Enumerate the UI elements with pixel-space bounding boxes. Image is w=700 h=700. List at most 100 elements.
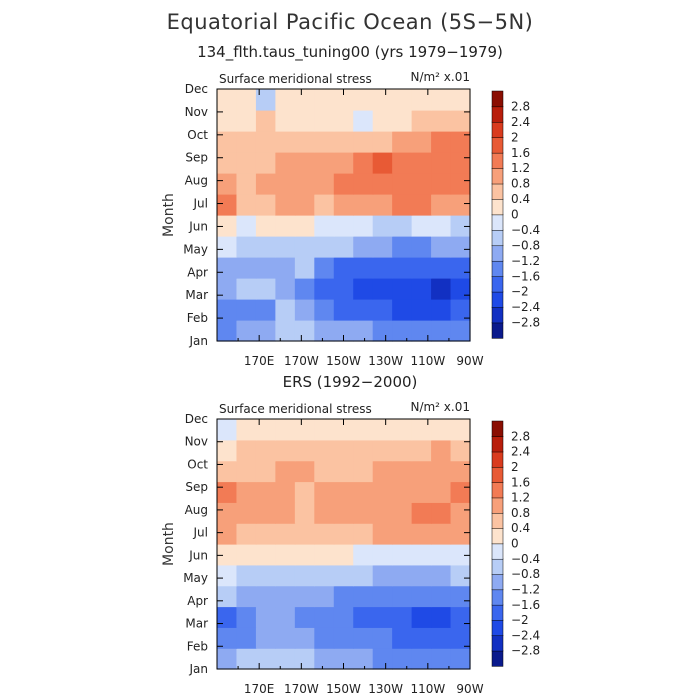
heatmap-cell [372, 110, 393, 132]
x-tick-label: 110W [410, 682, 445, 696]
heatmap-cell [255, 110, 276, 132]
heatmap-cell [217, 194, 238, 216]
heatmap-cell [217, 544, 238, 566]
heatmap-cell [372, 523, 393, 545]
heatmap-cell [333, 523, 354, 545]
heatmap-cell [275, 173, 296, 195]
heatmap-cell [275, 648, 296, 670]
heatmap-cell [392, 257, 413, 279]
heatmap-cell [372, 320, 393, 342]
heatmap-cell [392, 648, 413, 670]
heatmap-cell [275, 564, 296, 587]
heatmap-cell [353, 299, 374, 321]
heatmap-cell [392, 152, 413, 174]
heatmap-cell [294, 460, 315, 483]
heatmap-cell [255, 627, 276, 649]
heatmap-cell [217, 648, 238, 670]
y-tick-label: Feb [187, 639, 208, 653]
heatmap-cell [255, 419, 276, 441]
heatmap-cell [353, 648, 374, 670]
colorbar-label: 2 [511, 130, 519, 144]
heatmap-cell [236, 110, 257, 132]
heatmap-cell [372, 460, 393, 483]
heatmap-cell [431, 257, 452, 279]
colorbar-swatch [491, 306, 504, 324]
heatmap-cell [217, 236, 238, 258]
heatmap-cell [411, 131, 432, 153]
colorbar-label: 0.8 [511, 177, 530, 191]
heatmap-cell [236, 89, 257, 111]
heatmap-cell [450, 627, 471, 649]
heatmap-cell [372, 585, 393, 608]
y-tick-label: Jul [193, 526, 208, 540]
heatmap-cell [255, 606, 276, 628]
heatmap-cell [314, 173, 335, 195]
y-tick-label: Apr [187, 265, 208, 279]
colorbar-swatch [491, 512, 504, 529]
heatmap-cell [353, 152, 374, 174]
heatmap-cell [294, 299, 315, 321]
heatmap-cell [236, 299, 257, 321]
heatmap-cell [217, 152, 238, 174]
heatmap-cell [275, 544, 296, 566]
heatmap-cell [314, 523, 335, 545]
panel-1: Jan Feb Mar Apr May Jun Jul Aug Sep Oct Nov Dec Mont… [161, 70, 540, 368]
heatmap-cell [353, 236, 374, 258]
colorbar-swatch [491, 436, 504, 453]
heatmap-cell [333, 627, 354, 649]
heatmap-cell [294, 110, 315, 132]
heatmap-cell [275, 502, 296, 524]
heatmap-cell [314, 606, 335, 628]
y-tick-label: Mar [185, 617, 208, 631]
heatmap-cell [314, 627, 335, 649]
colorbar-label: −2.4 [511, 628, 540, 642]
heatmap-cell [353, 460, 374, 483]
heatmap-cell [217, 278, 238, 300]
y-tick-label: Oct [187, 128, 208, 142]
heatmap-cell [275, 89, 296, 111]
heatmap-cell [333, 648, 354, 670]
heatmap-cell [431, 523, 452, 545]
heatmap-cell [255, 544, 276, 566]
y-tick-label: Sep [185, 151, 208, 165]
heatmap-cell [450, 152, 471, 174]
heatmap-cell [255, 278, 276, 300]
heatmap-cell [275, 278, 296, 300]
colorbar-label: 0 [511, 537, 519, 551]
heatmap-cell [450, 523, 471, 545]
heatmap-cell [314, 648, 335, 670]
heatmap-cell [275, 215, 296, 237]
heatmap-cell [314, 215, 335, 237]
colorbar-label: −2.8 [511, 644, 540, 658]
heatmap-cell [431, 299, 452, 321]
colorbar-label: 0.4 [511, 521, 530, 535]
y-tick-label: Jan [189, 662, 209, 676]
x-tick-label: 170W [284, 354, 319, 368]
heatmap-cell [236, 585, 257, 608]
panel-1-title: 134_flth.taus_tuning00 (yrs 1979−1979) [197, 43, 503, 61]
colorbar-swatch [491, 420, 504, 437]
heatmap-cell [314, 236, 335, 258]
heatmap-cell [255, 585, 276, 608]
heatmap-cell [217, 89, 238, 111]
heatmap-cell [450, 564, 471, 587]
heatmap-cell [217, 585, 238, 608]
heatmap-cell [431, 173, 452, 195]
heatmap-cell [372, 439, 393, 462]
heatmap-cell [314, 89, 335, 111]
colorbar-label: 1.6 [511, 146, 530, 160]
heatmap-cell [236, 606, 257, 628]
heatmap-cell [333, 481, 354, 503]
heatmap-cell [217, 523, 238, 545]
heatmap-cell [314, 194, 335, 216]
heatmap-cell [236, 152, 257, 174]
heatmap-cell [255, 236, 276, 258]
heatmap-cell [431, 194, 452, 216]
colorbar-swatch [491, 229, 504, 247]
heatmap-cell [450, 460, 471, 483]
heatmap-cell [353, 585, 374, 608]
heatmap-cell [411, 320, 432, 342]
x-tick-label: 90W [456, 682, 483, 696]
heatmap-cell [411, 627, 432, 649]
y-tick-label: Aug [185, 174, 208, 188]
